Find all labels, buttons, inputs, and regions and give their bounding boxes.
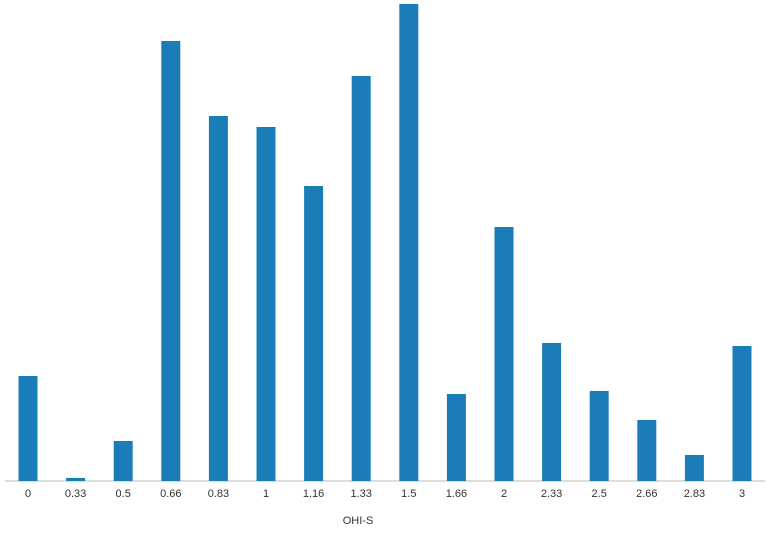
bar (256, 127, 276, 481)
bar (542, 343, 562, 481)
bar (351, 76, 371, 481)
bar (637, 420, 657, 481)
x-tick-label: 2.66 (636, 488, 657, 500)
bar (304, 186, 324, 481)
bar (446, 394, 466, 481)
bar (494, 227, 514, 481)
x-tick-label: 3 (739, 488, 745, 500)
x-tick-label: 2.83 (684, 488, 705, 500)
x-tick-label: 2 (501, 488, 507, 500)
bar (684, 455, 704, 481)
bar (208, 116, 228, 481)
bar (161, 41, 181, 481)
x-tick-label: 0.5 (116, 488, 131, 500)
x-tick-label: 0.33 (65, 488, 86, 500)
bar (732, 346, 752, 481)
x-tick-label: 2.33 (541, 488, 562, 500)
bar (399, 4, 419, 481)
x-tick-label: 1.5 (401, 488, 416, 500)
x-tick-label: 1.66 (446, 488, 467, 500)
x-tick-label: 0.83 (208, 488, 229, 500)
x-tick-label: 0 (25, 488, 31, 500)
x-tick-label: 1.16 (303, 488, 324, 500)
x-tick-label: 0.66 (160, 488, 181, 500)
bar (66, 478, 86, 481)
x-tick-label: 1.33 (350, 488, 371, 500)
x-tick-label: 2.5 (592, 488, 607, 500)
x-axis-label: OHI-S (343, 515, 374, 527)
bar (589, 391, 609, 481)
bar (18, 376, 38, 481)
x-tick-label: 1 (263, 488, 269, 500)
bar (113, 441, 133, 481)
